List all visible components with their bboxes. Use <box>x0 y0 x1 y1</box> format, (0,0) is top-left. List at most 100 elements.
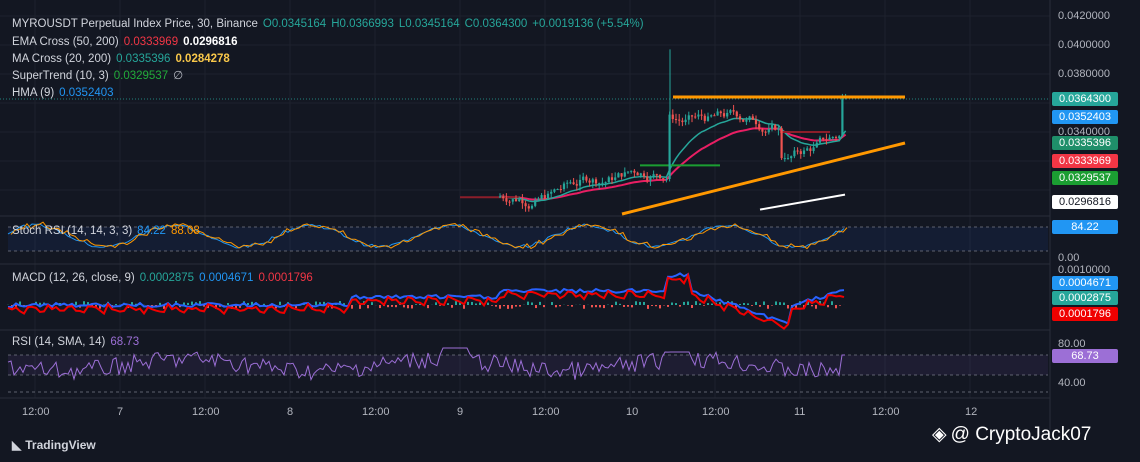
brand-text: TradingView <box>25 438 96 452</box>
candle-body <box>796 150 799 152</box>
candle-body <box>646 176 649 181</box>
macd-hist-bar <box>735 305 737 309</box>
candle-body <box>799 151 802 154</box>
ema-legend[interactable]: EMA Cross (50, 200) 0.0333969 0.0296816 <box>12 35 242 49</box>
candle-body <box>783 158 786 160</box>
label-stoch: 84.22 <box>1052 220 1118 234</box>
macd-hist-bar <box>103 304 105 305</box>
ma-legend[interactable]: MA Cross (20, 200) 0.0335396 0.0284278 <box>12 52 235 66</box>
candle-body <box>537 198 540 201</box>
macd-hist-bar <box>411 305 413 309</box>
macd-hist-bar <box>835 305 837 309</box>
macd-hist-bar <box>471 301 473 305</box>
macd-hist-bar <box>395 305 397 308</box>
label-hist: 0.0002875 <box>1052 291 1118 305</box>
macd-hist-bar <box>671 302 673 305</box>
label-supertrend: 0.0329537 <box>1052 171 1118 185</box>
macd-hist-bar <box>131 302 133 305</box>
st-v1: 0.0329537 <box>113 70 169 82</box>
macd-hist-bar <box>319 302 321 305</box>
candle-body <box>831 137 834 139</box>
candle-body <box>729 110 732 113</box>
candle-body <box>588 180 591 183</box>
macd-hist-bar <box>83 301 85 305</box>
label-ema50: 0.0333969 <box>1052 154 1118 168</box>
candle-body <box>540 195 543 199</box>
macd-hist-bar <box>711 303 713 305</box>
candle-body <box>809 148 812 151</box>
support-trendline[interactable] <box>621 141 906 216</box>
rsi-legend[interactable]: RSI (14, SMA, 14) 68.73 <box>12 335 144 349</box>
candle-body <box>767 128 770 133</box>
macd-hist-bar <box>651 305 653 306</box>
macd-hist-bar <box>699 303 701 305</box>
macd-hist-bar <box>795 305 797 309</box>
candle-body <box>636 172 639 176</box>
candle-body <box>678 119 681 121</box>
stoch-v2: 88.08 <box>170 225 200 237</box>
candle-body <box>706 116 710 121</box>
candle-body <box>502 196 505 199</box>
macd-hist-bar <box>603 305 605 309</box>
macd-hist-bar <box>611 305 613 308</box>
ema-v1: 0.0333969 <box>123 36 179 48</box>
symbol-legend: MYROUSDT Perpetual Index Price, 30, Bina… <box>12 17 649 31</box>
ema-label: EMA Cross (50, 200) <box>12 36 119 48</box>
macd-hist-bar <box>279 301 281 305</box>
macd-hist-bar <box>99 305 101 309</box>
macd-hist-bar <box>247 302 249 305</box>
macd-hist-bar <box>467 301 469 305</box>
candle-body <box>585 176 588 181</box>
macd-hist-bar <box>503 305 505 307</box>
candle-body <box>668 114 671 179</box>
macd-hist-bar <box>351 305 353 309</box>
macd-hist-bar <box>39 302 41 305</box>
supertrend-legend[interactable]: SuperTrend (10, 3) 0.0329537 ∅ <box>12 69 188 83</box>
candle-body <box>598 183 601 185</box>
macd-hist-bar <box>219 305 221 307</box>
macd-hist-bar <box>831 301 833 305</box>
diamond-icon: ◈ <box>932 424 947 445</box>
candle-body <box>662 178 665 180</box>
stoch-legend[interactable]: Stoch RSI (14, 14, 3, 3) 84.22 88.08 <box>12 224 205 238</box>
low-value: L0.0345164 <box>398 18 460 30</box>
candle-body <box>770 125 774 129</box>
tradingview-logo[interactable]: ◣ TradingView <box>12 438 96 452</box>
macd-hist-bar <box>815 305 817 309</box>
candle-body <box>559 189 562 191</box>
candle-body <box>684 119 687 123</box>
time-tick: 8 <box>287 406 294 418</box>
ema50-line <box>499 127 847 201</box>
candle-body <box>556 189 559 191</box>
candle-body <box>841 96 844 137</box>
macd-hist-bar <box>595 305 597 308</box>
macd-hist-bar <box>427 305 429 309</box>
macd-legend[interactable]: MACD (12, 26, close, 9) 0.0002875 0.000467… <box>12 271 318 285</box>
macd-hist-bar <box>207 305 209 309</box>
rsi-tick: 40.00 <box>1058 377 1086 389</box>
stoch-tick: 0.00 <box>1058 252 1080 264</box>
hma-v1: 0.0352403 <box>59 87 114 99</box>
hma-legend[interactable]: HMA (9) 0.0352403 <box>12 86 119 100</box>
candle-body <box>546 193 550 199</box>
candle-body <box>812 147 815 151</box>
label-hma: 0.0352403 <box>1052 110 1118 124</box>
macd-v1: 0.0002875 <box>139 272 195 284</box>
watermark-text: @ CryptoJack07 <box>950 424 1092 445</box>
macd-hist-bar <box>599 305 601 308</box>
candle-body <box>742 119 745 122</box>
label-ema200: 0.0296816 <box>1052 195 1118 209</box>
macd-hist-bar <box>251 301 253 305</box>
candle-body <box>562 183 566 190</box>
macd-hist-bar <box>515 305 517 307</box>
macd-hist-bar <box>323 301 325 305</box>
candle-body <box>754 119 758 125</box>
candle-body <box>649 177 652 181</box>
signal-line <box>7 272 845 330</box>
candle-body <box>802 150 806 154</box>
macd-hist-bar <box>691 305 693 308</box>
macd-hist-bar <box>239 305 241 308</box>
macd-hist-bar <box>451 305 453 308</box>
candle-body <box>505 198 508 202</box>
